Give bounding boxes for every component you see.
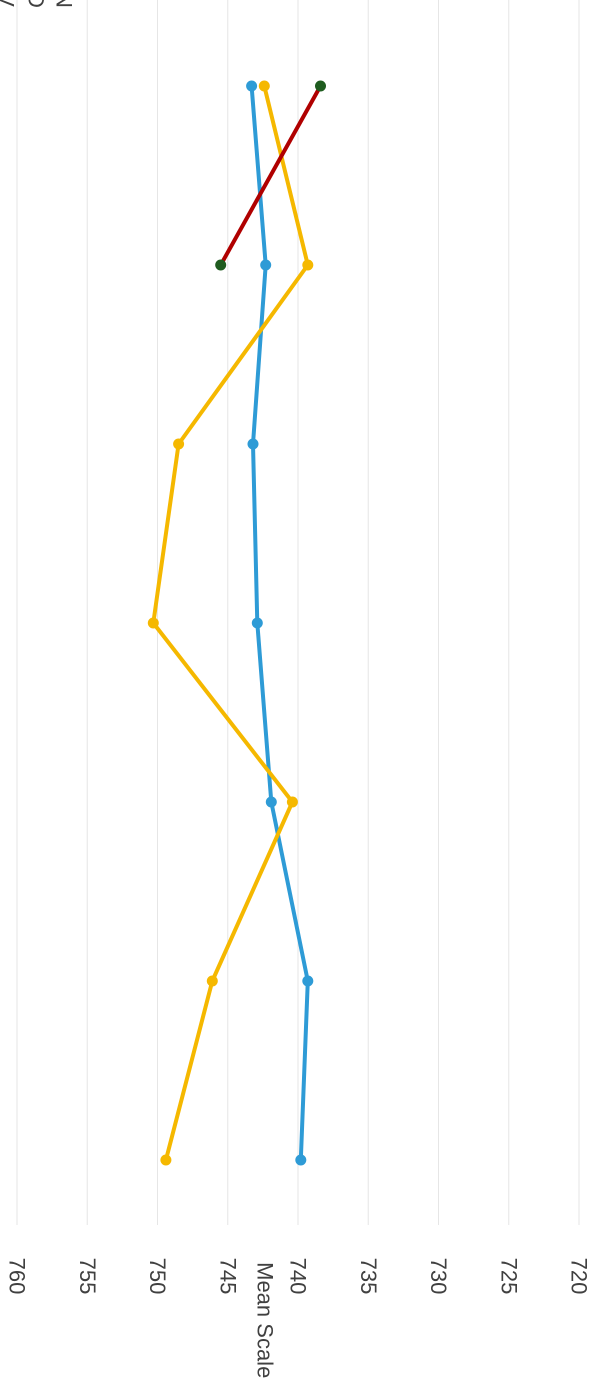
series-1-point-1 <box>246 80 258 92</box>
tick-label-750: 750 <box>145 1258 170 1295</box>
series-2-point-5 <box>286 796 298 808</box>
tick-label-760: 760 <box>5 1258 30 1295</box>
series-1-point-4 <box>251 617 263 629</box>
series-1-point-7 <box>295 1154 307 1166</box>
y-axis-ticks: 720 725 730 735 740 745 750 755 760 <box>5 1258 589 1295</box>
series-2-point-1 <box>258 80 270 92</box>
series-2-point-4 <box>147 617 159 629</box>
series-1-point-3 <box>247 438 259 450</box>
tick-label-730: 730 <box>426 1258 451 1295</box>
series-3-point-2 <box>215 259 227 271</box>
tick-label-745: 745 <box>215 1258 240 1295</box>
series-1-point-6 <box>302 975 314 987</box>
tick-label-720: 720 <box>567 1258 589 1295</box>
y-axis-title: Mean Scale Score <box>253 1262 278 1385</box>
series-2-point-3 <box>173 438 185 450</box>
legend-fragment: VDN <box>0 0 77 8</box>
gridlines <box>16 0 580 1225</box>
tick-label-755: 755 <box>75 1258 100 1295</box>
series-1-point-2 <box>260 259 272 271</box>
tick-label-740: 740 <box>286 1258 311 1295</box>
legend-fragment-2: D <box>24 0 49 8</box>
series-1-point-5 <box>265 796 277 808</box>
series-3-point-1 <box>315 80 326 92</box>
tick-label-725: 725 <box>496 1258 521 1295</box>
series-line-3 <box>218 84 323 267</box>
series-2-point-7 <box>160 1154 172 1166</box>
tick-label-735: 735 <box>356 1258 381 1295</box>
series-2-point-2 <box>302 259 314 271</box>
series-lines <box>147 80 326 1166</box>
legend-fragment-3: N <box>52 0 77 8</box>
series-2-point-6 <box>206 975 218 987</box>
legend-fragment-1: V <box>0 0 19 7</box>
